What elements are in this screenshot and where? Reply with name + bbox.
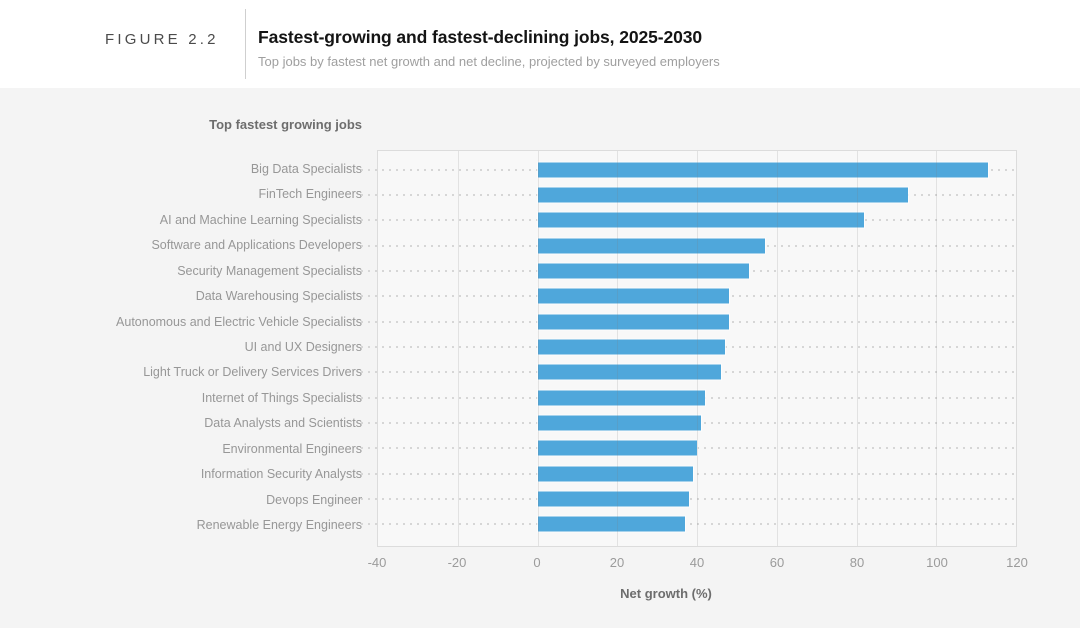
- bar-row: [361, 334, 1016, 359]
- bar: [537, 516, 686, 532]
- category-label: Devops Engineer: [266, 492, 362, 507]
- bar-row: [361, 486, 1016, 511]
- bar-row: [361, 360, 1016, 385]
- chart-title: Fastest-growing and fastest-declining jo…: [258, 27, 702, 47]
- category-label: Data Warehousing Specialists: [195, 289, 362, 304]
- bar: [537, 390, 705, 406]
- bar-row: [361, 385, 1016, 410]
- category-label: UI and UX Designers: [244, 340, 362, 355]
- x-tick-label: 60: [769, 555, 785, 570]
- bar: [537, 187, 909, 203]
- plot-area: [361, 150, 1017, 547]
- bar: [537, 212, 865, 228]
- category-label: Data Analysts and Scientists: [204, 416, 362, 431]
- category-label: AI and Machine Learning Specialists: [159, 212, 362, 227]
- category-label: Renewable Energy Engineers: [196, 518, 362, 533]
- gridline: [856, 151, 858, 546]
- gridline: [776, 151, 778, 546]
- bar: [537, 466, 693, 482]
- plot-rows: [361, 151, 1016, 546]
- category-label: Big Data Specialists: [250, 161, 362, 176]
- bar: [537, 314, 729, 330]
- x-tick-label: -20: [447, 555, 467, 570]
- category-label: Internet of Things Specialists: [201, 390, 362, 405]
- category-label: Autonomous and Electric Vehicle Speciali…: [116, 314, 362, 329]
- bar-row: [361, 284, 1016, 309]
- category-label: FinTech Engineers: [258, 187, 362, 202]
- category-label: Environmental Engineers: [222, 441, 362, 456]
- category-labels: Big Data Specialists FinTech Engineers AI …: [0, 150, 362, 547]
- bar-row: [361, 208, 1016, 233]
- header-divider: [245, 9, 246, 79]
- bar: [537, 491, 690, 507]
- bar: [537, 263, 749, 279]
- bar-row: [361, 436, 1016, 461]
- x-tick-label: 0: [533, 555, 541, 570]
- chart-panel: Top fastest growing jobs Big Data Specia…: [0, 88, 1080, 628]
- row-leader-line: [361, 523, 1015, 526]
- bar: [537, 339, 725, 355]
- figure-label: FIGURE 2.2: [105, 31, 219, 48]
- category-label: Light Truck or Delivery Services Drivers: [143, 365, 362, 380]
- bar-row: [361, 461, 1016, 486]
- category-label: Security Management Specialists: [177, 263, 362, 278]
- gridline: [537, 151, 539, 546]
- x-axis-ticks: -40 -20 0 20 40 60 80 100 120: [368, 555, 1028, 571]
- x-tick-label: 120: [1006, 555, 1028, 570]
- category-label: Software and Applications Developers: [151, 238, 362, 253]
- bar: [537, 238, 765, 254]
- x-tick-label: 100: [926, 555, 948, 570]
- chart-subtitle: Top jobs by fastest net growth and net d…: [258, 54, 720, 69]
- x-tick-label: 20: [609, 555, 625, 570]
- bar-row: [361, 182, 1016, 207]
- gridline: [697, 151, 698, 546]
- x-axis-title: Net growth (%): [620, 586, 712, 601]
- bar-row: [361, 157, 1016, 182]
- category-label: Information Security Analysts: [200, 467, 362, 482]
- gridline: [936, 151, 938, 546]
- x-tick-label: 40: [689, 555, 705, 570]
- bar: [537, 364, 721, 380]
- report-header: FIGURE 2.2 Fastest-growing and fastest-d…: [0, 0, 1080, 88]
- x-tick-label: 80: [849, 555, 865, 570]
- bar: [537, 415, 701, 431]
- gridline: [457, 151, 459, 546]
- x-tick-label: -40: [367, 555, 387, 570]
- section-header: Top fastest growing jobs: [209, 117, 362, 132]
- bar-row: [361, 309, 1016, 334]
- bar-row: [361, 233, 1016, 258]
- bar: [537, 440, 697, 456]
- bar-row: [361, 258, 1016, 283]
- bar: [537, 288, 729, 304]
- bar-row: [361, 410, 1016, 435]
- bar-row: [361, 512, 1016, 537]
- bar: [537, 162, 989, 178]
- gridline: [617, 151, 619, 546]
